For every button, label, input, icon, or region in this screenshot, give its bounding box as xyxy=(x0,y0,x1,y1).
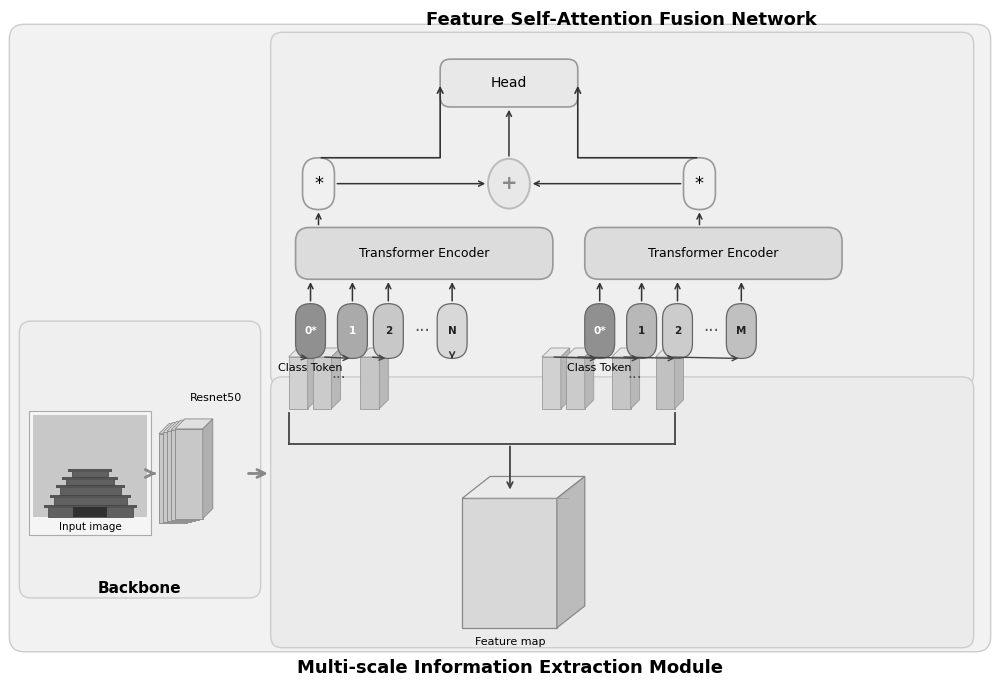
Polygon shape xyxy=(656,357,675,409)
Polygon shape xyxy=(163,422,201,433)
Text: Transformer Encoder: Transformer Encoder xyxy=(648,247,779,260)
Text: Feature Self-Attention Fusion Network: Feature Self-Attention Fusion Network xyxy=(426,11,817,29)
Bar xyxy=(62,477,118,480)
FancyBboxPatch shape xyxy=(296,303,325,359)
Bar xyxy=(68,469,112,472)
Polygon shape xyxy=(360,348,388,357)
Text: Transformer Encoder: Transformer Encoder xyxy=(359,247,489,260)
FancyBboxPatch shape xyxy=(19,321,261,598)
Polygon shape xyxy=(175,419,213,429)
Bar xyxy=(48,505,133,518)
Bar xyxy=(56,486,125,488)
FancyBboxPatch shape xyxy=(627,303,657,359)
Polygon shape xyxy=(675,348,683,409)
Polygon shape xyxy=(167,431,195,521)
Text: 2: 2 xyxy=(674,326,681,336)
Text: Multi-scale Information Extraction Module: Multi-scale Information Extraction Modul… xyxy=(297,659,723,676)
Bar xyxy=(33,415,147,518)
FancyBboxPatch shape xyxy=(303,158,334,209)
Polygon shape xyxy=(656,348,683,357)
Polygon shape xyxy=(561,348,570,409)
Text: Head: Head xyxy=(491,76,527,90)
FancyBboxPatch shape xyxy=(663,303,692,359)
Bar xyxy=(73,507,107,518)
Text: Feature map: Feature map xyxy=(475,637,545,647)
FancyBboxPatch shape xyxy=(726,303,756,359)
Text: +: + xyxy=(501,174,517,193)
FancyBboxPatch shape xyxy=(296,227,553,279)
Text: M: M xyxy=(736,326,747,336)
Text: Class Token: Class Token xyxy=(567,363,632,373)
Text: 2: 2 xyxy=(385,326,392,336)
Polygon shape xyxy=(331,348,340,409)
Bar xyxy=(44,505,137,508)
Ellipse shape xyxy=(488,159,530,209)
Text: 1: 1 xyxy=(638,326,645,336)
Polygon shape xyxy=(585,348,594,409)
FancyBboxPatch shape xyxy=(437,303,467,359)
Polygon shape xyxy=(191,422,201,522)
FancyBboxPatch shape xyxy=(585,303,615,359)
Text: 1: 1 xyxy=(349,326,356,336)
Polygon shape xyxy=(199,420,209,520)
Polygon shape xyxy=(308,348,317,409)
Bar xyxy=(50,495,131,498)
Polygon shape xyxy=(542,348,570,357)
Text: *: * xyxy=(314,175,323,193)
Polygon shape xyxy=(159,424,197,434)
Text: Input image: Input image xyxy=(59,522,122,532)
Polygon shape xyxy=(313,357,331,409)
Polygon shape xyxy=(542,357,561,409)
Polygon shape xyxy=(566,357,585,409)
Text: *: * xyxy=(695,175,704,193)
Bar xyxy=(66,477,114,486)
FancyBboxPatch shape xyxy=(271,377,974,647)
Polygon shape xyxy=(175,429,203,518)
Polygon shape xyxy=(631,348,640,409)
Polygon shape xyxy=(163,433,191,522)
Text: Class Token: Class Token xyxy=(278,363,343,373)
Text: Backbone: Backbone xyxy=(97,580,181,596)
FancyBboxPatch shape xyxy=(337,303,367,359)
Polygon shape xyxy=(462,498,557,628)
Polygon shape xyxy=(159,434,187,523)
FancyBboxPatch shape xyxy=(373,303,403,359)
Polygon shape xyxy=(171,430,199,520)
Text: ···: ··· xyxy=(414,322,430,340)
Bar xyxy=(54,495,127,505)
Text: ···: ··· xyxy=(331,371,346,386)
Polygon shape xyxy=(360,357,379,409)
Bar xyxy=(72,469,108,477)
Text: 0*: 0* xyxy=(304,326,317,336)
Polygon shape xyxy=(187,424,197,523)
Polygon shape xyxy=(557,477,585,628)
FancyBboxPatch shape xyxy=(29,410,151,536)
Polygon shape xyxy=(171,420,209,430)
FancyBboxPatch shape xyxy=(683,158,715,209)
Text: Resnet50: Resnet50 xyxy=(190,392,242,403)
FancyBboxPatch shape xyxy=(585,227,842,279)
Polygon shape xyxy=(195,422,205,521)
Text: N: N xyxy=(448,326,457,336)
Text: ···: ··· xyxy=(704,322,719,340)
Bar xyxy=(60,486,121,495)
FancyBboxPatch shape xyxy=(440,59,578,107)
Text: 0*: 0* xyxy=(593,326,606,336)
FancyBboxPatch shape xyxy=(271,32,974,386)
Polygon shape xyxy=(289,348,317,357)
Polygon shape xyxy=(313,348,340,357)
Polygon shape xyxy=(289,357,308,409)
Polygon shape xyxy=(566,348,594,357)
Polygon shape xyxy=(379,348,388,409)
Polygon shape xyxy=(612,357,631,409)
Polygon shape xyxy=(612,348,640,357)
Text: ···: ··· xyxy=(627,371,642,386)
Polygon shape xyxy=(462,477,585,498)
Polygon shape xyxy=(203,419,213,518)
Polygon shape xyxy=(167,422,205,431)
FancyBboxPatch shape xyxy=(9,24,991,652)
